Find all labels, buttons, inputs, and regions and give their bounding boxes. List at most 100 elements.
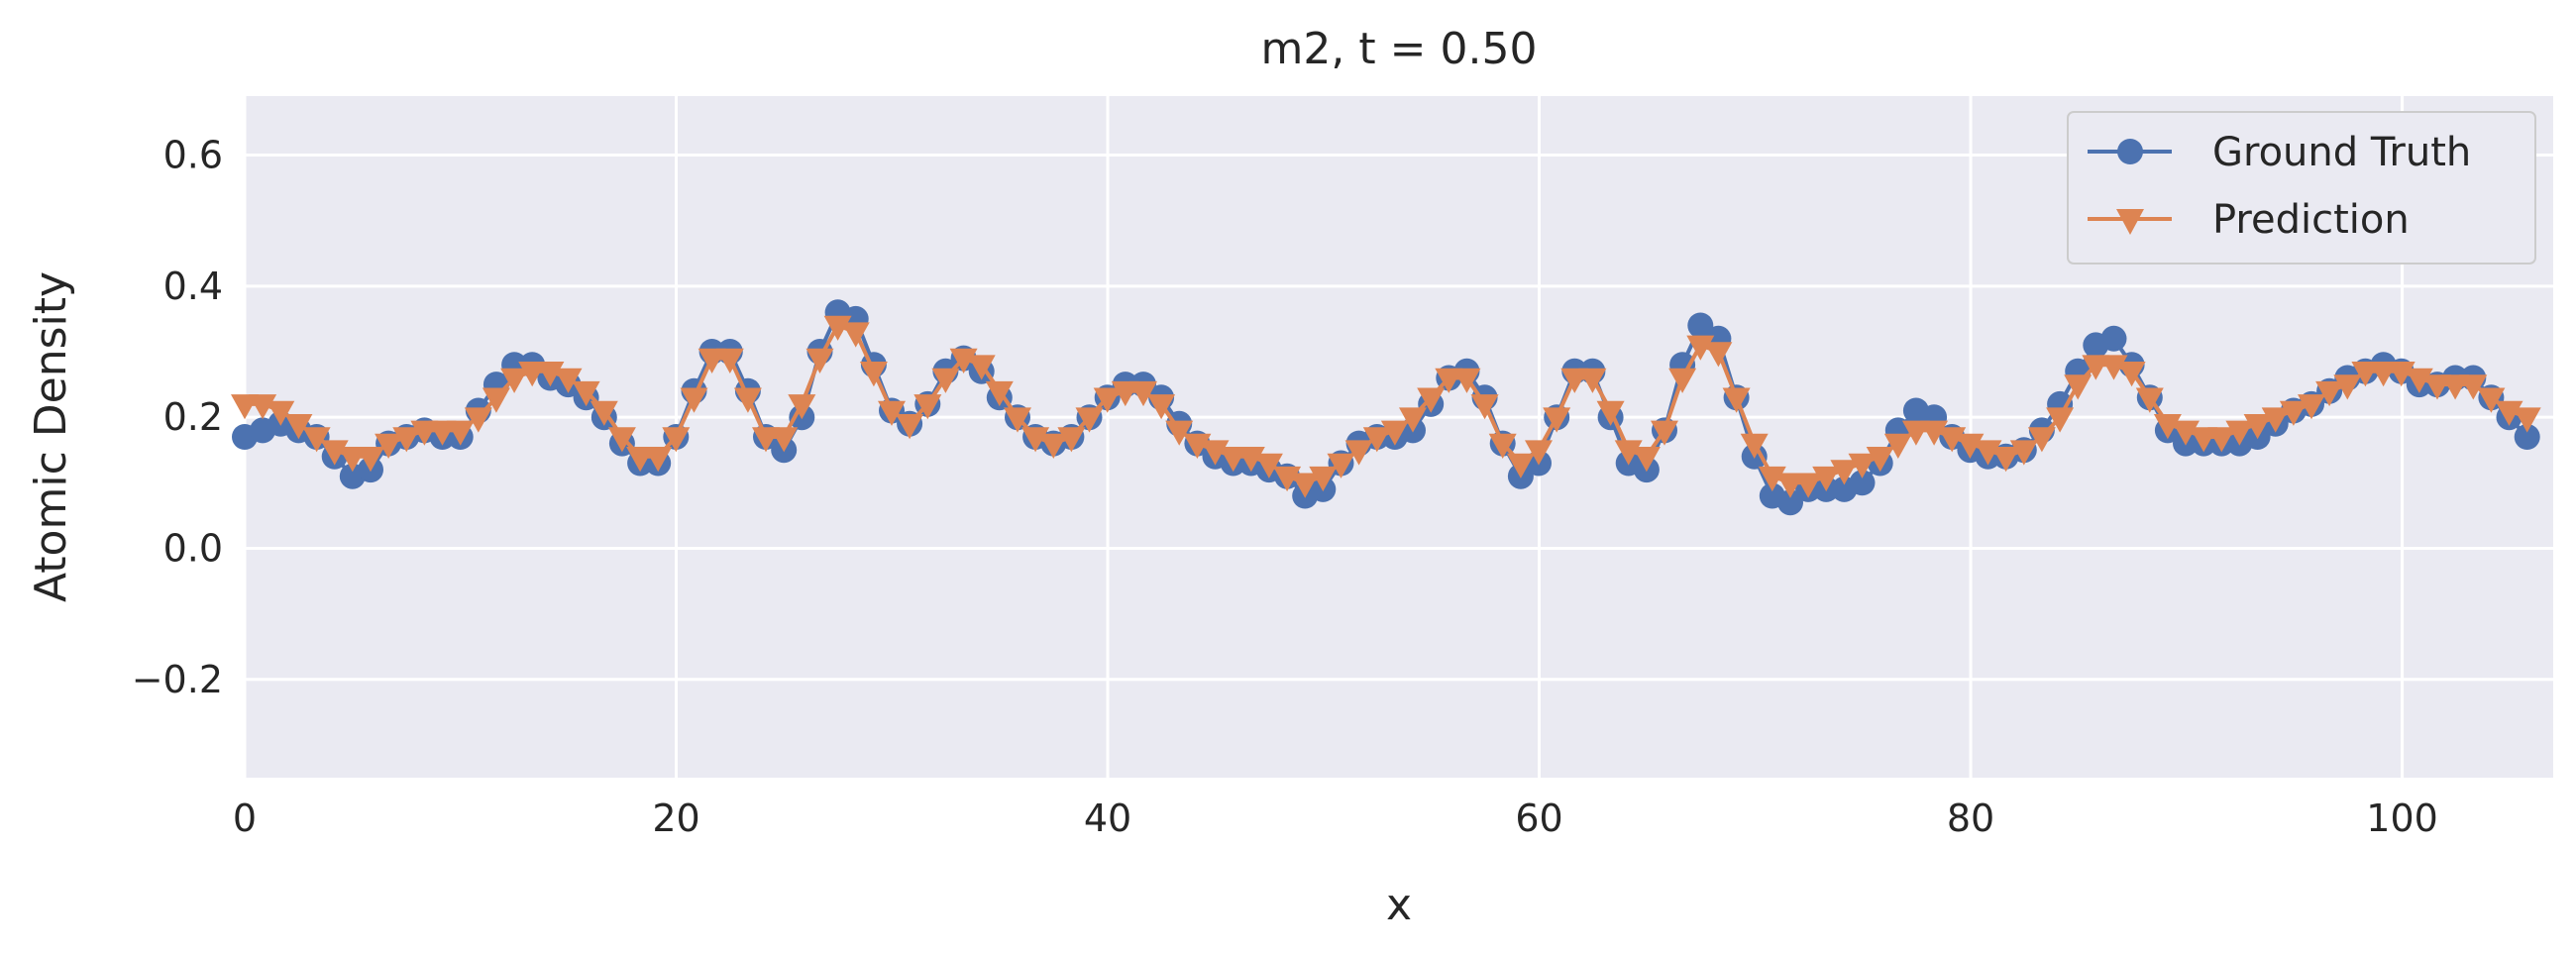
data-point [2207,427,2236,453]
data-point [1093,387,1122,413]
data-point [2369,362,2398,387]
data-point [500,368,529,393]
data-point [1039,433,1068,459]
data-point [985,380,1014,407]
data-point [1560,368,1589,393]
data-point [338,447,367,473]
data-point [590,400,618,426]
data-point [770,427,799,453]
data-point [1254,453,1283,478]
legend-marker-ground-truth [2117,139,2143,164]
data-point [1004,407,1031,433]
x-tick-label: 80 [1947,797,1994,840]
data-point [1704,342,1733,368]
data-point [1632,447,1661,473]
data-point [913,394,942,420]
chart-title: m2, t = 0.50 [1261,24,1538,74]
data-point [2135,387,2164,413]
data-point [1147,394,1176,420]
data-point [2514,424,2540,450]
data-point [2172,420,2200,446]
data-point [823,315,852,341]
data-point [698,348,726,373]
x-tick-label: 100 [2366,797,2438,840]
data-point [1776,473,1804,498]
series-1 [231,315,2541,498]
data-point [320,440,349,466]
data-point [554,368,583,393]
data-point [1794,473,1823,498]
data-point [464,407,492,433]
data-point [1722,387,1751,413]
y-tick-label: 0.4 [163,265,223,308]
y-tick-label: 0.2 [163,395,223,439]
data-point [428,420,457,446]
data-point [1111,380,1139,407]
data-point [2279,400,2308,426]
data-point [375,433,403,459]
data-point [805,348,834,373]
data-point [1651,420,1678,446]
data-point [1543,407,1571,433]
data-point [1399,407,1427,433]
data-point [1866,447,1894,473]
data-point [1901,420,1930,446]
data-point [1435,368,1463,393]
data-point [231,394,259,420]
x-tick-label: 40 [1084,797,1131,840]
data-point [931,368,960,393]
data-point [1452,368,1481,393]
data-point [302,427,331,453]
data-point [392,427,421,453]
data-point [1075,407,1104,433]
data-point [2082,355,2110,380]
x-tick-label: 60 [1515,797,1562,840]
data-point [1470,394,1499,420]
data-point [1506,453,1535,478]
data-point [2423,374,2451,400]
data-point [1488,433,1517,459]
data-point [878,400,906,426]
legend-label-prediction: Prediction [2212,197,2410,243]
data-point [752,427,780,453]
data-point [2100,325,2127,352]
legend-label-ground-truth: Ground Truth [2212,130,2471,175]
data-point [1236,447,1265,473]
data-point [680,387,708,413]
data-point [1309,466,1338,492]
x-tick-label: 20 [652,797,699,840]
data-point [1758,466,1786,492]
data-point [446,420,475,446]
data-point [2261,407,2290,433]
data-point [1687,312,1714,339]
y-tick-label: 0.6 [163,134,223,177]
data-point [572,380,600,407]
data-point [2477,387,2506,413]
tick-labels: 0 20 40 60 80 100 −0.2 0.0 0.2 0.4 0.6 [132,134,2438,840]
data-point [249,394,277,420]
data-point [2495,400,2523,426]
data-point [1344,440,1373,466]
data-point [841,322,870,348]
data-point [1183,433,1212,459]
data-point [1686,335,1715,361]
data-point [2225,420,2254,446]
data-point [2099,355,2128,380]
data-point [2351,362,2380,387]
data-point [1201,440,1230,466]
data-point [267,400,295,426]
data-point [1057,427,1086,453]
data-point [2153,414,2182,440]
data-point [1668,368,1697,393]
data-point [410,420,439,446]
data-point [1830,460,1859,485]
data-point [1848,453,1877,478]
data-point [607,427,636,453]
data-point [1578,368,1607,393]
data-point [1938,427,1967,453]
data-point [1883,433,1912,459]
data-point [2441,374,2470,400]
data-point [2243,414,2272,440]
data-point [1812,466,1841,492]
